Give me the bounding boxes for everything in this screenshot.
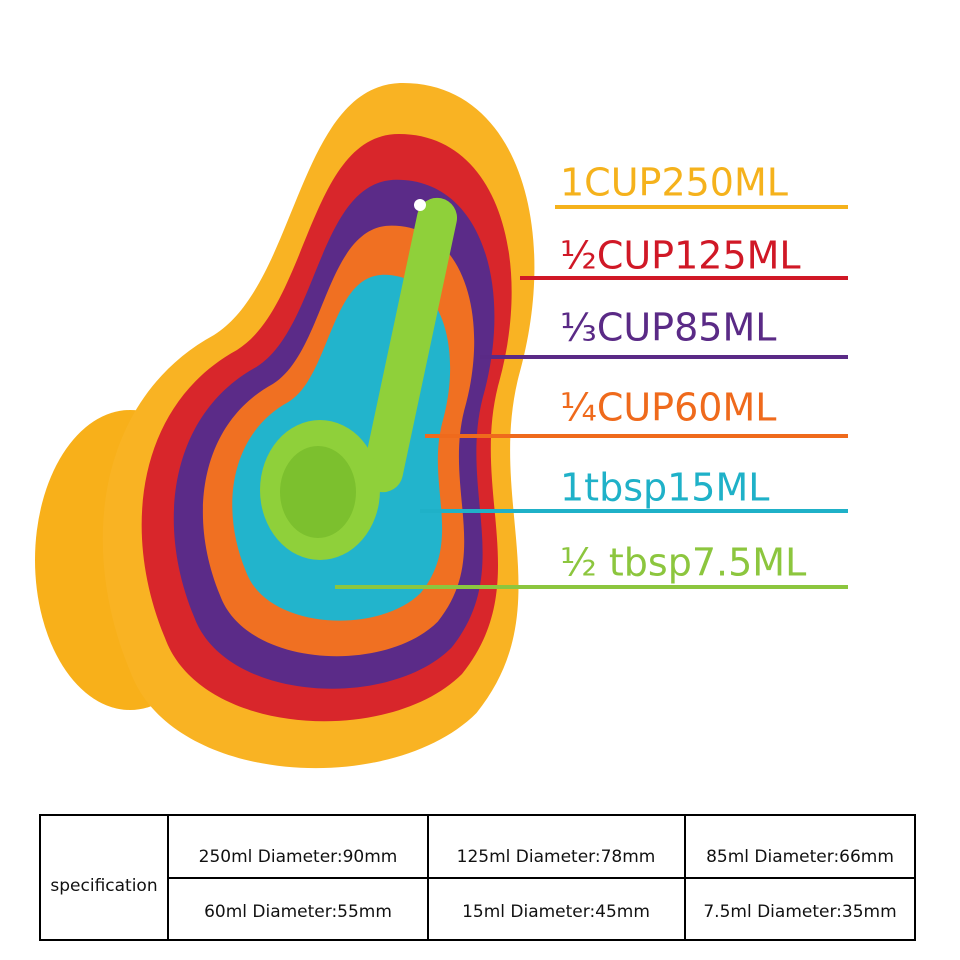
measuring-cups bbox=[35, 83, 535, 769]
spec-table: specification 250ml Diameter:90mm 125ml Di… bbox=[39, 814, 916, 941]
size-label: 1CUP250ML bbox=[560, 161, 788, 205]
size-label: ½ tbsp7.5ML bbox=[560, 541, 806, 585]
table-cell: 85ml Diameter:66mm bbox=[706, 847, 894, 867]
size-label: ½CUP125ML bbox=[560, 234, 801, 278]
table-cell: 15ml Diameter:45mm bbox=[462, 902, 650, 922]
size-label: ⅓CUP85ML bbox=[560, 306, 776, 350]
table-header: specification bbox=[50, 876, 157, 896]
table-cell: 60ml Diameter:55mm bbox=[204, 902, 392, 922]
table-cell: 250ml Diameter:90mm bbox=[199, 847, 398, 867]
size-label: ¼CUP60ML bbox=[560, 386, 776, 430]
table-cell: 125ml Diameter:78mm bbox=[457, 847, 656, 867]
table-cell: 7.5ml Diameter:35mm bbox=[703, 902, 896, 922]
size-label: 1tbsp15ML bbox=[560, 466, 769, 510]
